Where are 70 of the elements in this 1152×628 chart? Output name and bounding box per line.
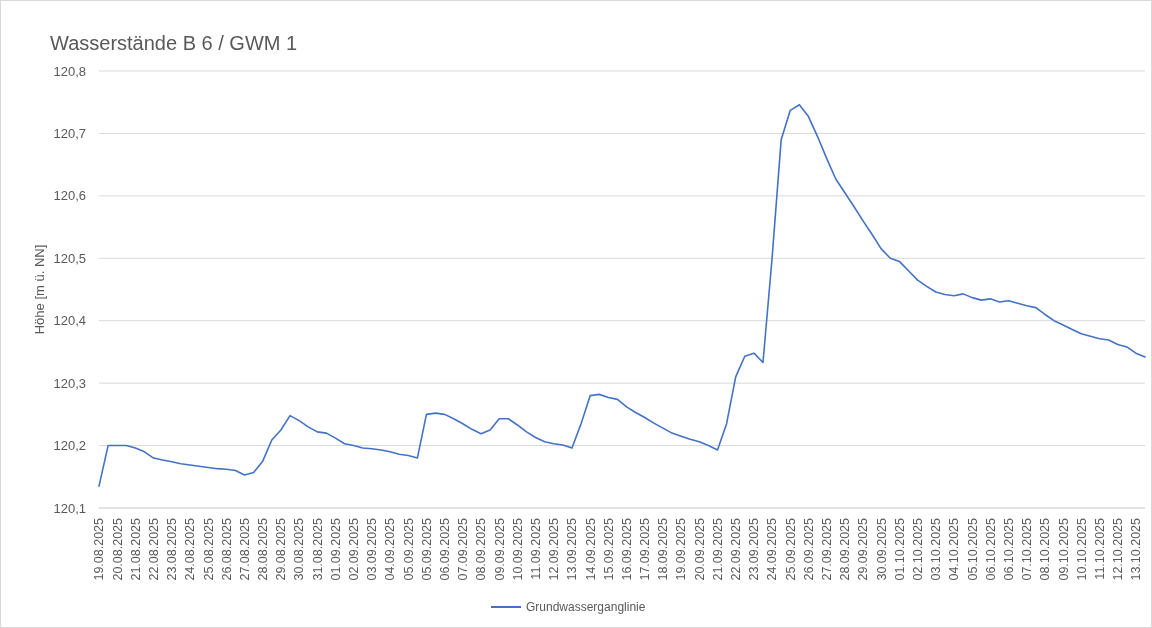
y-axis-title: Höhe [m ü. NN] [32,244,47,335]
x-tick-label: 26.08.2025 [219,517,234,581]
x-tick-label: 24.09.2025 [765,517,780,581]
y-tick-label: 120,8 [53,63,86,79]
x-tick-label: 19.09.2025 [674,517,689,581]
y-tick-label: 120,6 [53,188,86,204]
x-tick-label: 19.08.2025 [92,517,107,581]
x-tick-label: 21.09.2025 [710,517,725,581]
x-tick-label: 31.08.2025 [310,517,325,581]
x-tick-label: 22.09.2025 [729,517,744,581]
x-tick-label: 05.09.2025 [419,517,434,581]
x-tick-label: 25.08.2025 [201,517,216,581]
x-tick-label: 24.08.2025 [183,517,198,581]
x-tick-label: 09.10.2025 [1056,517,1071,581]
x-tick-label: 08.09.2025 [474,517,489,581]
y-tick-label: 120,5 [53,250,86,266]
y-tick-label: 120,3 [53,375,86,391]
x-tick-label: 02.09.2025 [347,517,362,581]
x-tick-label: 13.10.2025 [1129,517,1144,581]
x-tick-label: 10.10.2025 [1074,517,1089,581]
x-tick-label: 07.10.2025 [1020,517,1035,581]
x-tick-label: 26.09.2025 [801,517,816,581]
x-tick-label: 28.08.2025 [256,517,271,581]
x-tick-label: 20.08.2025 [110,517,125,581]
x-tick-label: 01.10.2025 [892,517,907,581]
x-tick-label: 04.09.2025 [383,517,398,581]
x-tick-label: 12.09.2025 [547,517,562,581]
x-tick-label: 27.08.2025 [237,517,252,581]
x-tick-label: 23.08.2025 [165,517,180,581]
x-tick-label: 20.09.2025 [692,517,707,581]
x-tick-label: 29.08.2025 [274,517,289,581]
x-tick-label: 15.09.2025 [601,517,616,581]
line-series [98,103,1146,487]
x-tick-label: 23.09.2025 [747,517,762,581]
x-tick-label: 03.10.2025 [929,517,944,581]
y-tick-label: 120,2 [53,438,86,454]
legend-label: Grundwasserganglinie [526,600,646,615]
x-tick-label: 02.10.2025 [910,517,925,581]
x-tick-label: 18.09.2025 [656,517,671,581]
x-tick-label: 05.10.2025 [965,517,980,581]
x-tick-label: 05.09.2025 [401,517,416,581]
x-tick-label: 07.09.2025 [456,517,471,581]
x-tick-label: 29.09.2025 [856,517,871,581]
x-tick-label: 12.10.2025 [1111,517,1126,581]
x-tick-label: 14.09.2025 [583,517,598,581]
y-tick-label: 120,4 [53,313,86,329]
x-tick-label: 22.08.2025 [146,517,161,581]
x-tick-label: 01.09.2025 [328,517,343,581]
x-tick-label: 17.09.2025 [638,517,653,581]
x-tick-label: 11.09.2025 [528,517,543,580]
x-tick-label: 25.09.2025 [783,517,798,581]
y-tick-label: 120,1 [53,500,86,516]
x-tick-label: 30.09.2025 [874,517,889,581]
x-tick-label: 03.09.2025 [365,517,380,581]
x-tick-label: 10.09.2025 [510,517,525,581]
x-tick-label: 04.10.2025 [947,517,962,581]
x-tick-label: 27.09.2025 [820,517,835,581]
x-tick-label: 11.10.2025 [1092,517,1107,580]
x-tick-label: 21.08.2025 [128,517,143,581]
y-tick-label: 120,7 [53,125,86,141]
x-tick-label: 06.10.2025 [1001,517,1016,581]
x-tick-label: 13.09.2025 [565,517,580,581]
x-tick-label: 06.10.2025 [983,517,998,581]
x-tick-label: 30.08.2025 [292,517,307,581]
x-tick-label: 28.09.2025 [838,517,853,581]
x-tick-label: 09.09.2025 [492,517,507,581]
x-tick-label: 08.10.2025 [1038,517,1053,581]
x-tick-label: 06.09.2025 [438,517,453,581]
x-tick-label: 16.09.2025 [619,517,634,581]
chart-title: Wasserstände B 6 / GWM 1 [50,32,298,54]
